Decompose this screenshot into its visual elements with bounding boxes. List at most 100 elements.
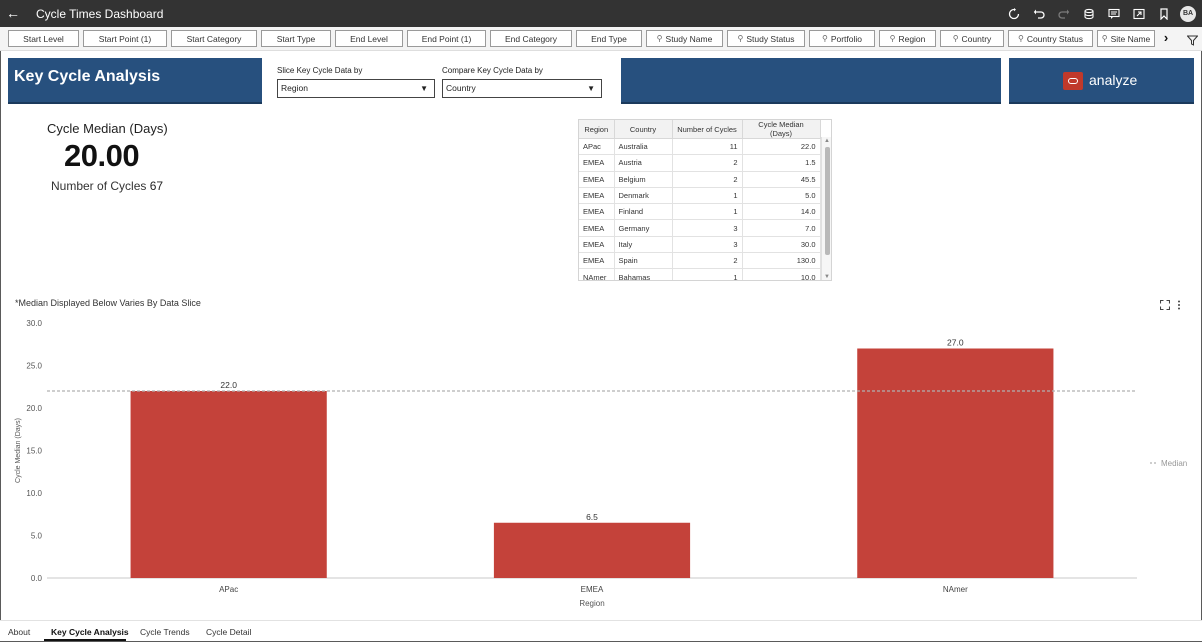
- filter-end-category[interactable]: End Category: [490, 30, 572, 47]
- bar[interactable]: [130, 391, 327, 578]
- chevron-right-icon[interactable]: ›: [1163, 30, 1169, 45]
- header-banner: [621, 58, 1001, 104]
- pin-icon: ⚲: [656, 34, 663, 43]
- table-row[interactable]: EMEA Italy 3 30.0: [579, 236, 821, 254]
- table-row[interactable]: EMEA Finland 1 14.0: [579, 203, 821, 221]
- filter-start-point[interactable]: Start Point (1): [83, 30, 167, 47]
- slice-select-value: Region: [281, 83, 308, 93]
- filter-country-status[interactable]: ⚲ Country Status: [1008, 30, 1093, 47]
- col-header-median[interactable]: Cycle Median (Days): [742, 120, 821, 139]
- cell-cycles: 1: [672, 187, 743, 205]
- refresh-icon[interactable]: [1001, 4, 1026, 23]
- col-header-cycles[interactable]: Number of Cycles: [672, 120, 743, 139]
- col-header-region[interactable]: Region: [579, 120, 615, 139]
- filter-portfolio[interactable]: ⚲ Portfolio: [809, 30, 875, 47]
- filter-end-point[interactable]: End Point (1): [407, 30, 486, 47]
- compare-label: Compare Key Cycle Data by: [442, 66, 543, 75]
- bar[interactable]: [857, 348, 1054, 579]
- filter-region[interactable]: ⚲ Region: [879, 30, 936, 47]
- table-row[interactable]: EMEA Belgium 2 45.5: [579, 171, 821, 188]
- cell-cycles: 3: [672, 236, 743, 254]
- cell-cycles: 11: [672, 138, 743, 156]
- bar-chart: 0.0 5.0 10.0 15.0 20.0 25.0 30.0 22.0 APac 6.5 EME…: [15, 319, 1187, 608]
- filter-study-status[interactable]: ⚲ Study Status: [727, 30, 805, 47]
- filter-end-type[interactable]: End Type: [576, 30, 642, 47]
- page-title: Key Cycle Analysis: [14, 68, 161, 85]
- cell-cycles: 1: [672, 268, 743, 280]
- scrollbar-thumb[interactable]: [825, 147, 830, 255]
- filter-start-level[interactable]: Start Level: [8, 30, 79, 47]
- x-tick-label: APac: [219, 585, 238, 594]
- tab-key-cycle-analysis[interactable]: Key Cycle Analysis: [51, 627, 129, 637]
- y-tick-label: 5.0: [31, 532, 43, 541]
- tab-cycle-detail[interactable]: Cycle Detail: [206, 627, 252, 637]
- cell-country: Denmark: [614, 187, 673, 205]
- cell-region: EMEA: [579, 154, 615, 172]
- table-row[interactable]: NAmer Bahamas 1 10.0: [579, 268, 821, 280]
- cell-median: 30.0: [742, 236, 821, 254]
- user-avatar[interactable]: BA: [1180, 5, 1196, 22]
- bar-value-label: 6.5: [586, 512, 598, 522]
- table-row[interactable]: EMEA Germany 3 7.0: [579, 219, 821, 237]
- cell-cycles: 1: [672, 203, 743, 221]
- chart-note: *Median Displayed Below Varies By Data S…: [15, 298, 201, 308]
- kpi-sub-label: Number of Cycles: [51, 179, 147, 193]
- cell-country: Finland: [614, 203, 673, 221]
- table-scrollbar[interactable]: ▲ ▼: [821, 137, 831, 280]
- filter-label: Start Level: [23, 33, 64, 44]
- bar-value-label: 27.0: [947, 338, 964, 348]
- x-axis-title: Region: [579, 599, 604, 608]
- filter-site-name[interactable]: ⚲ Site Name: [1097, 30, 1155, 47]
- data-table: Region Country Number of Cycles Cycle Me…: [579, 120, 821, 280]
- more-vertical-icon[interactable]: [1176, 297, 1182, 315]
- filter-end-level[interactable]: End Level: [335, 30, 403, 47]
- y-tick-label: 15.0: [26, 447, 42, 456]
- active-tab-indicator: [44, 639, 126, 641]
- table-row[interactable]: APac Australia 11 22.0: [579, 138, 821, 156]
- cell-cycles: 2: [672, 154, 743, 172]
- cycle-table[interactable]: Region Country Number of Cycles Cycle Me…: [578, 119, 832, 281]
- table-row[interactable]: EMEA Spain 2 130.0: [579, 252, 821, 270]
- data-icon[interactable]: [1076, 4, 1101, 23]
- filter-bar: Start Level Start Point (1) Start Catego…: [0, 27, 1202, 51]
- scroll-down-icon[interactable]: ▼: [824, 274, 830, 280]
- undo-icon[interactable]: [1026, 4, 1051, 23]
- compare-select[interactable]: Country ▼: [442, 79, 602, 98]
- col-header-country[interactable]: Country: [614, 120, 673, 139]
- cell-median: 14.0: [742, 203, 821, 221]
- comment-icon[interactable]: [1101, 4, 1126, 23]
- filter-label: End Type: [591, 33, 627, 44]
- pin-icon: ⚲: [1101, 34, 1108, 43]
- kpi-sub-value: 67: [149, 179, 164, 193]
- scroll-up-icon[interactable]: ▲: [824, 138, 830, 144]
- tab-cycle-trends[interactable]: Cycle Trends: [140, 627, 190, 637]
- cell-country: Italy: [614, 236, 673, 254]
- cell-median: 1.5: [742, 154, 821, 172]
- filter-label: End Category: [505, 33, 557, 44]
- filter-study-name[interactable]: ⚲ Study Name: [646, 30, 723, 47]
- cell-country: Spain: [614, 252, 673, 270]
- expand-icon[interactable]: [1159, 297, 1171, 315]
- filter-label: Study Status: [746, 33, 795, 44]
- back-arrow-icon[interactable]: ←: [6, 5, 20, 21]
- table-row[interactable]: EMEA Denmark 1 5.0: [579, 187, 821, 205]
- pin-icon: ⚲: [889, 34, 896, 43]
- table-row[interactable]: EMEA Austria 2 1.5: [579, 154, 821, 172]
- funnel-icon[interactable]: [1186, 33, 1199, 50]
- cell-region: APac: [579, 138, 615, 156]
- cell-cycles: 3: [672, 219, 743, 237]
- chart-toolbar: [1159, 297, 1182, 315]
- slice-label: Slice Key Cycle Data by: [277, 66, 363, 75]
- cell-region: EMEA: [579, 187, 615, 205]
- bar[interactable]: [493, 522, 691, 578]
- filter-start-type[interactable]: Start Type: [261, 30, 331, 47]
- tab-about[interactable]: About: [8, 627, 31, 637]
- bookmark-icon[interactable]: [1151, 4, 1176, 23]
- x-tick-label: NAmer: [943, 585, 968, 594]
- filter-country[interactable]: ⚲ Country: [940, 30, 1004, 47]
- slice-select[interactable]: Region ▼: [277, 79, 435, 98]
- filter-start-category[interactable]: Start Category: [171, 30, 257, 47]
- top-bar: ← Cycle Times Dashboard BA: [0, 0, 1202, 27]
- present-icon[interactable]: [1126, 4, 1151, 23]
- x-tick-label: EMEA: [581, 585, 604, 594]
